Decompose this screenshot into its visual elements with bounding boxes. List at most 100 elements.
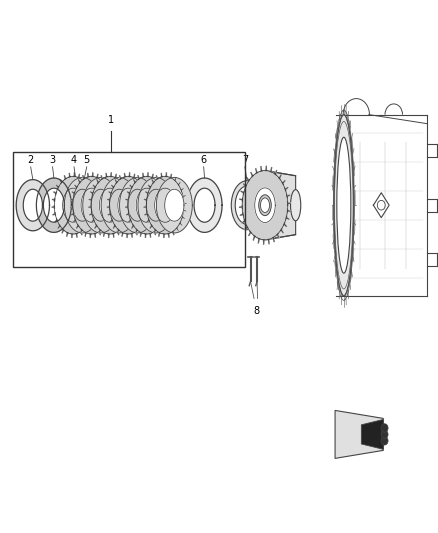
Polygon shape xyxy=(122,232,124,237)
Polygon shape xyxy=(36,178,71,232)
Polygon shape xyxy=(126,198,128,201)
Polygon shape xyxy=(120,177,155,233)
Polygon shape xyxy=(141,182,144,186)
Polygon shape xyxy=(119,177,121,182)
Polygon shape xyxy=(165,173,167,176)
Polygon shape xyxy=(91,176,129,234)
Polygon shape xyxy=(153,231,155,235)
Polygon shape xyxy=(265,166,267,171)
Polygon shape xyxy=(174,177,176,182)
Polygon shape xyxy=(167,233,170,238)
Polygon shape xyxy=(138,177,174,233)
Polygon shape xyxy=(280,228,283,233)
Polygon shape xyxy=(108,215,111,219)
Polygon shape xyxy=(88,188,92,192)
Polygon shape xyxy=(279,174,281,180)
Polygon shape xyxy=(111,185,114,189)
Polygon shape xyxy=(73,189,92,221)
Bar xyxy=(13,152,245,266)
Polygon shape xyxy=(138,175,140,180)
Polygon shape xyxy=(54,176,92,234)
Polygon shape xyxy=(128,173,131,176)
Polygon shape xyxy=(240,213,244,216)
Polygon shape xyxy=(144,188,147,192)
Polygon shape xyxy=(115,180,118,184)
Polygon shape xyxy=(274,170,277,175)
Polygon shape xyxy=(84,227,86,231)
Polygon shape xyxy=(108,212,111,215)
Polygon shape xyxy=(67,232,69,237)
Polygon shape xyxy=(106,173,108,177)
Polygon shape xyxy=(249,231,251,236)
Polygon shape xyxy=(258,238,260,244)
Polygon shape xyxy=(276,233,279,238)
Polygon shape xyxy=(131,233,133,238)
Polygon shape xyxy=(23,189,42,221)
Polygon shape xyxy=(241,191,244,195)
Polygon shape xyxy=(159,182,162,186)
Polygon shape xyxy=(145,192,148,195)
Polygon shape xyxy=(127,192,130,195)
Polygon shape xyxy=(97,180,99,184)
Polygon shape xyxy=(71,198,73,201)
Polygon shape xyxy=(161,173,163,177)
Polygon shape xyxy=(129,201,131,205)
Polygon shape xyxy=(287,209,291,213)
Polygon shape xyxy=(58,224,60,229)
Polygon shape xyxy=(239,205,242,209)
Circle shape xyxy=(381,430,388,439)
Polygon shape xyxy=(128,209,131,212)
Polygon shape xyxy=(183,195,186,198)
Polygon shape xyxy=(242,171,288,240)
Polygon shape xyxy=(159,232,161,237)
Polygon shape xyxy=(285,187,288,191)
Polygon shape xyxy=(179,222,182,225)
Polygon shape xyxy=(161,222,164,225)
Polygon shape xyxy=(194,188,215,222)
Polygon shape xyxy=(71,234,73,238)
Polygon shape xyxy=(182,215,185,219)
Polygon shape xyxy=(110,219,113,222)
Polygon shape xyxy=(154,229,156,233)
Polygon shape xyxy=(88,205,91,209)
Polygon shape xyxy=(110,189,129,221)
Polygon shape xyxy=(16,180,49,231)
Polygon shape xyxy=(101,177,137,233)
Ellipse shape xyxy=(231,181,263,230)
Polygon shape xyxy=(69,173,71,177)
Text: 8: 8 xyxy=(253,306,259,317)
Polygon shape xyxy=(282,180,285,185)
Polygon shape xyxy=(113,224,116,229)
Polygon shape xyxy=(75,233,78,238)
Polygon shape xyxy=(146,195,149,198)
Polygon shape xyxy=(145,212,148,215)
Polygon shape xyxy=(81,229,83,233)
Polygon shape xyxy=(149,233,151,238)
Polygon shape xyxy=(184,209,186,212)
Polygon shape xyxy=(245,225,248,230)
Polygon shape xyxy=(242,219,245,223)
Polygon shape xyxy=(83,177,119,233)
Polygon shape xyxy=(85,232,87,237)
Polygon shape xyxy=(73,173,75,176)
Polygon shape xyxy=(139,227,141,231)
Ellipse shape xyxy=(334,115,354,296)
Ellipse shape xyxy=(235,186,259,224)
Polygon shape xyxy=(253,235,256,240)
Text: 6: 6 xyxy=(201,155,207,165)
Circle shape xyxy=(381,437,388,445)
Polygon shape xyxy=(155,188,176,222)
Polygon shape xyxy=(147,219,150,222)
Polygon shape xyxy=(145,234,147,238)
Polygon shape xyxy=(128,219,131,222)
Polygon shape xyxy=(180,188,184,192)
Polygon shape xyxy=(283,223,287,227)
Polygon shape xyxy=(53,212,56,215)
Polygon shape xyxy=(92,209,94,212)
Text: 4: 4 xyxy=(71,155,77,165)
Polygon shape xyxy=(142,222,145,225)
Polygon shape xyxy=(135,231,137,235)
Polygon shape xyxy=(140,232,142,237)
Polygon shape xyxy=(108,234,110,238)
Polygon shape xyxy=(176,227,178,231)
